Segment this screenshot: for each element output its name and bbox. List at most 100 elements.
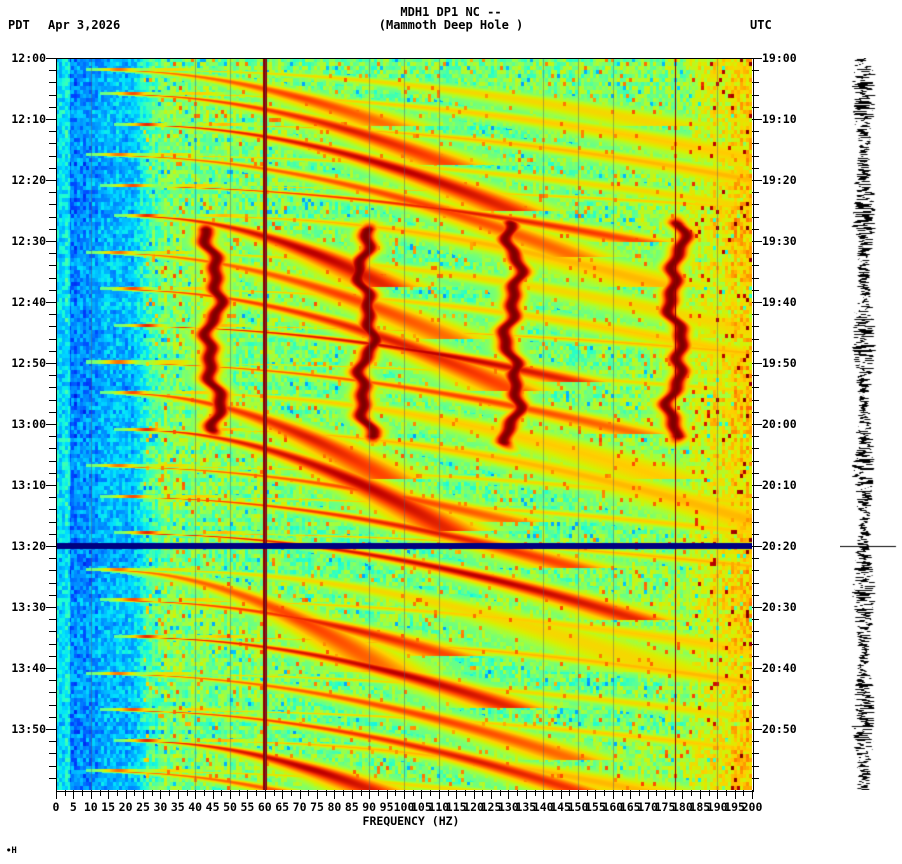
time-minor-tick-left [49, 94, 56, 96]
time-minor-tick-left [49, 155, 56, 157]
time-tick-label-right: 20:10 [762, 478, 797, 492]
frequency-tick-label: 130 [498, 800, 519, 814]
time-minor-tick-right [752, 570, 759, 572]
time-minor-tick-left [49, 387, 56, 389]
frequency-tick-label: 95 [379, 800, 394, 814]
time-minor-tick-left [49, 680, 56, 682]
time-tick-label-right: 19:00 [762, 51, 797, 65]
time-minor-tick-right [752, 399, 759, 401]
time-minor-tick-right [752, 497, 759, 499]
frequency-tick-label: 190 [706, 800, 728, 814]
frequency-tick [177, 790, 179, 799]
time-minor-tick-left [49, 277, 56, 279]
time-minor-tick-right [752, 460, 759, 462]
frequency-tick [160, 790, 162, 799]
frequency-tick [734, 790, 736, 799]
frequency-tick-label: 145 [550, 800, 571, 814]
time-tick-left [46, 302, 56, 303]
time-tick-left [46, 729, 56, 730]
frequency-tick-label: 15 [101, 800, 116, 814]
frequency-minor-tick [551, 790, 553, 796]
time-tick-left [46, 485, 56, 486]
time-minor-tick-right [752, 753, 759, 755]
frequency-tick [143, 790, 144, 799]
frequency-axis-title-text: FREQUENCY (HZ) [362, 814, 460, 828]
spectrogram-plot [56, 58, 752, 790]
frequency-tick-label: 155 [585, 800, 606, 814]
time-tick-label-left: 12:10 [11, 112, 46, 126]
frequency-tick-label: 140 [532, 800, 554, 814]
time-minor-tick-left [49, 509, 56, 511]
time-minor-tick-left [49, 70, 56, 72]
time-minor-tick-left [49, 350, 56, 352]
time-minor-tick-right [752, 131, 759, 133]
time-minor-tick-right [752, 643, 759, 645]
time-minor-tick-right [752, 765, 759, 767]
time-minor-tick-right [752, 143, 759, 145]
time-tick-left [46, 607, 56, 608]
frequency-minor-tick [82, 790, 84, 796]
frequency-minor-tick [691, 790, 693, 796]
time-minor-tick-left [49, 765, 56, 767]
frequency-tick [525, 790, 527, 799]
time-minor-tick-left [49, 216, 56, 218]
time-tick-left [46, 424, 56, 425]
frequency-tick-label: 165 [619, 800, 641, 814]
time-minor-tick-right [752, 265, 759, 267]
frequency-tick [421, 790, 423, 799]
time-tick-right [752, 485, 762, 486]
time-minor-tick-left [49, 472, 56, 474]
frequency-minor-tick [64, 790, 66, 796]
time-minor-tick-left [49, 265, 56, 267]
frequency-tick [247, 790, 249, 799]
frequency-tick-label: 150 [567, 800, 589, 814]
time-tick-label-left: 13:50 [11, 722, 46, 736]
frequency-minor-tick [499, 790, 501, 796]
time-minor-tick-left [49, 399, 56, 401]
time-minor-tick-left [49, 192, 56, 194]
time-tick-label-right: 20:30 [762, 600, 797, 614]
time-tick-right [752, 119, 762, 120]
frequency-minor-tick [203, 790, 205, 796]
time-tick-label-right: 20:40 [762, 661, 797, 675]
frequency-minor-tick [569, 790, 571, 796]
time-minor-tick-left [49, 753, 56, 755]
time-minor-tick-right [752, 70, 759, 72]
time-minor-tick-left [49, 594, 56, 596]
time-tick-label-right: 19:40 [762, 295, 797, 309]
time-tick-right [752, 58, 762, 59]
time-tick-label-right: 19:10 [762, 112, 797, 126]
time-tick-label-right: 20:00 [762, 417, 797, 431]
frequency-tick-label: 195 [724, 800, 745, 814]
frequency-tick [682, 790, 684, 799]
time-minor-tick-right [752, 436, 759, 438]
frequency-minor-tick [743, 790, 745, 796]
time-tick-left [46, 546, 56, 547]
time-minor-tick-right [752, 741, 759, 743]
time-minor-tick-right [752, 582, 759, 584]
frequency-tick [108, 790, 110, 799]
frequency-tick-label: 125 [480, 800, 502, 814]
time-minor-tick-right [752, 253, 759, 255]
frequency-tick [299, 790, 301, 799]
frequency-tick-label: 5 [69, 800, 77, 814]
frequency-minor-tick [430, 790, 432, 796]
frequency-axis-title: FREQUENCY (HZ) [0, 814, 902, 828]
time-minor-tick-right [752, 411, 759, 413]
time-tick-label-left: 12:50 [11, 356, 46, 370]
time-minor-tick-left [49, 692, 56, 694]
time-minor-tick-left [49, 497, 56, 499]
frequency-minor-tick [256, 790, 258, 796]
time-minor-tick-left [49, 558, 56, 560]
timezone-label-right: UTC [750, 18, 772, 32]
time-minor-tick-right [752, 704, 759, 706]
frequency-tick [438, 790, 440, 799]
frequency-tick [560, 790, 562, 799]
time-minor-tick-right [752, 655, 759, 657]
frequency-minor-tick [621, 790, 623, 796]
frequency-tick-label: 110 [428, 800, 450, 814]
time-minor-tick-left [49, 631, 56, 633]
frequency-minor-tick [638, 790, 640, 796]
time-tick-right [752, 241, 762, 242]
frequency-tick-label: 105 [411, 800, 432, 814]
